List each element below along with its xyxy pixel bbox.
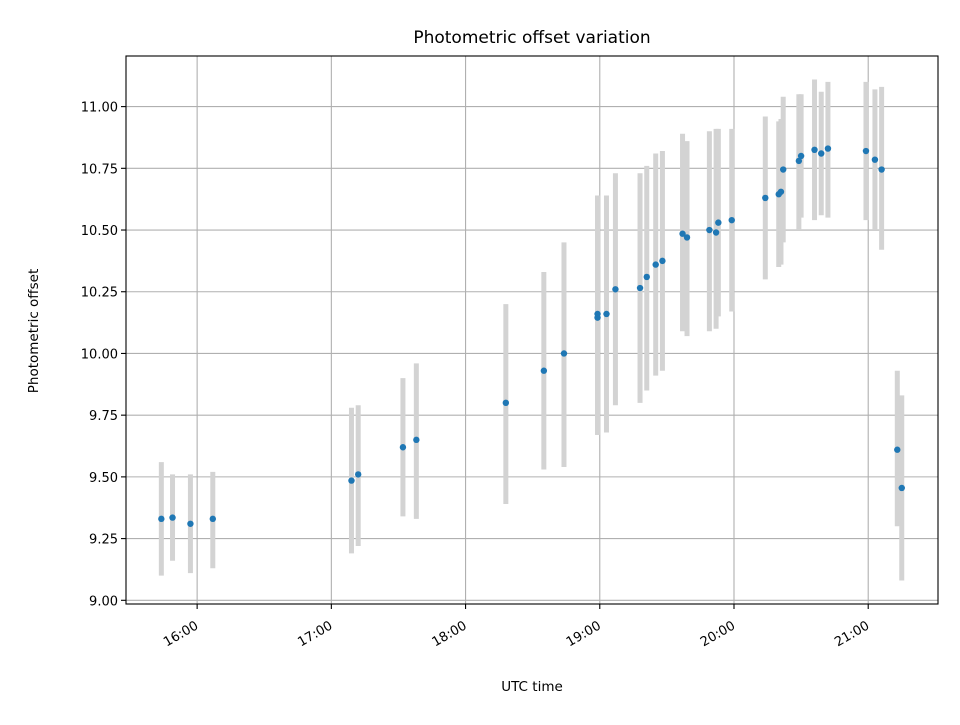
data-point: [871, 156, 879, 163]
y-tick-label: 10.00: [81, 347, 118, 362]
data-point: [399, 444, 407, 451]
grid-lines: [126, 56, 938, 604]
plot-frame: [125, 55, 939, 605]
data-point: [502, 399, 510, 407]
data-point: [652, 261, 659, 268]
x-axis-label: UTC time: [501, 679, 563, 695]
data-point: [780, 166, 787, 173]
y-tick-label: 10.75: [81, 162, 118, 177]
data-point: [811, 146, 818, 154]
y-tick-label: 9.00: [89, 594, 118, 609]
data-point: [612, 286, 619, 293]
data-point: [898, 484, 905, 492]
y-tick-label: 10.25: [81, 286, 118, 301]
data-point: [818, 150, 825, 157]
data-point: [354, 471, 362, 478]
data-point: [169, 514, 176, 521]
data-point: [728, 216, 735, 224]
data-point: [603, 310, 610, 318]
data-point: [187, 520, 194, 527]
data-point: [560, 350, 568, 357]
data-point: [413, 436, 420, 444]
data-point: [683, 234, 691, 241]
data-point: [712, 229, 720, 236]
data-point: [715, 219, 722, 226]
data-point: [795, 157, 803, 165]
data-point: [762, 194, 769, 202]
chart-title: Photometric offset variation: [413, 28, 650, 48]
data-point: [636, 284, 644, 292]
data-point: [862, 147, 870, 155]
data-point: [878, 166, 885, 173]
data-point: [158, 515, 165, 523]
y-tick-label: 9.75: [89, 409, 118, 424]
data-point: [797, 152, 805, 160]
data-point: [643, 273, 650, 281]
y-axis-label: Photometric offset: [26, 269, 42, 393]
data-point: [348, 477, 355, 484]
y-tick-label: 11.00: [81, 101, 118, 116]
data-points: [158, 145, 905, 527]
data-point: [659, 257, 666, 265]
y-tick-label: 10.50: [81, 224, 118, 239]
data-point: [679, 230, 686, 237]
data-point: [209, 515, 216, 523]
data-point: [824, 145, 832, 152]
data-point: [894, 446, 901, 453]
data-point: [540, 367, 548, 374]
y-axis-ticks: 9.00 9.25 9.50 9.75 10.00 10.25 10.50 10.75 11.0…: [81, 101, 126, 609]
data-point: [777, 188, 785, 195]
y-tick-label: 9.25: [89, 533, 118, 548]
y-tick-label: 9.50: [89, 471, 118, 486]
data-point: [706, 226, 713, 234]
data-point: [594, 314, 601, 321]
